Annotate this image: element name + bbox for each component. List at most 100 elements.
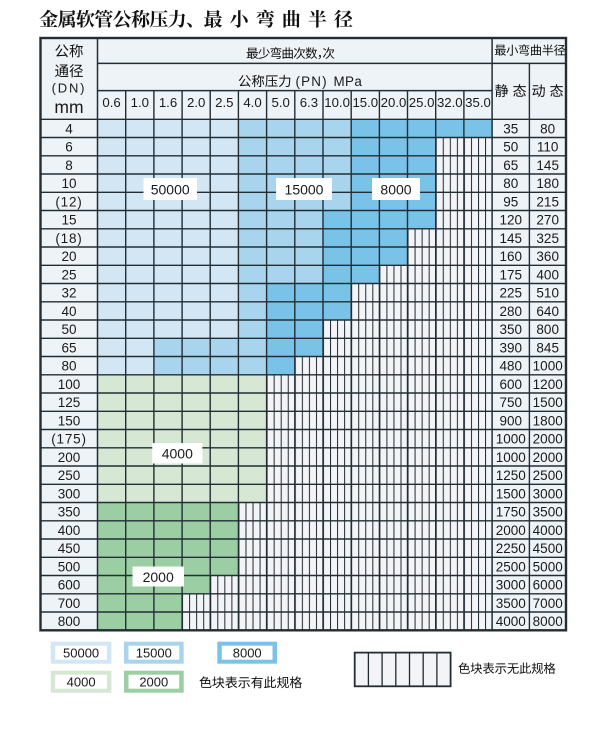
svg-text:8000: 8000 xyxy=(380,181,411,197)
svg-text:640: 640 xyxy=(536,304,559,319)
svg-text:50000: 50000 xyxy=(63,645,99,660)
svg-text:1750: 1750 xyxy=(496,505,526,520)
svg-text:8000: 8000 xyxy=(533,614,563,629)
svg-text:(18): (18) xyxy=(55,231,82,246)
svg-text:2250: 2250 xyxy=(496,541,526,556)
svg-text:4000: 4000 xyxy=(162,446,193,462)
svg-text:(12): (12) xyxy=(55,194,82,209)
svg-text:120: 120 xyxy=(500,213,523,228)
svg-text:400: 400 xyxy=(58,523,81,538)
svg-text:2000: 2000 xyxy=(143,569,174,585)
svg-text:350: 350 xyxy=(58,505,81,520)
svg-text:6000: 6000 xyxy=(533,578,563,593)
svg-text:80: 80 xyxy=(540,121,555,136)
svg-text:50000: 50000 xyxy=(151,181,190,197)
svg-text:65: 65 xyxy=(61,340,76,355)
svg-text:215: 215 xyxy=(536,194,559,209)
svg-text:480: 480 xyxy=(500,359,523,374)
svg-text:50: 50 xyxy=(503,140,518,155)
svg-text:3000: 3000 xyxy=(533,486,563,501)
svg-text:1800: 1800 xyxy=(533,413,563,428)
svg-text:6.3: 6.3 xyxy=(300,95,318,110)
svg-text:4500: 4500 xyxy=(533,541,563,556)
svg-text:1000: 1000 xyxy=(533,359,563,374)
svg-text:32: 32 xyxy=(61,286,76,301)
svg-text:600: 600 xyxy=(500,377,523,392)
svg-text:5.0: 5.0 xyxy=(272,95,290,110)
svg-text:800: 800 xyxy=(536,322,559,337)
svg-text:20.0: 20.0 xyxy=(381,95,407,110)
svg-text:270: 270 xyxy=(536,213,559,228)
svg-text:20: 20 xyxy=(61,249,76,264)
svg-text:450: 450 xyxy=(58,541,81,556)
svg-text:2000: 2000 xyxy=(139,674,168,689)
svg-text:2.0: 2.0 xyxy=(187,95,205,110)
svg-text:3500: 3500 xyxy=(496,596,526,611)
svg-text:4000: 4000 xyxy=(496,614,526,629)
svg-text:845: 845 xyxy=(536,340,559,355)
svg-text:110: 110 xyxy=(537,140,559,155)
svg-text:1.0: 1.0 xyxy=(131,95,149,110)
svg-text:900: 900 xyxy=(500,413,523,428)
svg-text:390: 390 xyxy=(500,340,523,355)
svg-text:400: 400 xyxy=(536,267,559,282)
svg-text:225: 225 xyxy=(500,286,523,301)
svg-text:4: 4 xyxy=(65,121,73,136)
svg-text:10.0: 10.0 xyxy=(324,95,350,110)
svg-text:65: 65 xyxy=(503,158,518,173)
svg-text:150: 150 xyxy=(58,413,81,428)
svg-text:2000: 2000 xyxy=(533,432,563,447)
svg-text:25: 25 xyxy=(61,267,76,282)
svg-text:145: 145 xyxy=(500,231,523,246)
svg-text:175: 175 xyxy=(500,267,523,282)
svg-text:100: 100 xyxy=(58,377,81,392)
svg-text:95: 95 xyxy=(503,194,518,209)
svg-text:6: 6 xyxy=(65,140,73,155)
svg-text:800: 800 xyxy=(58,614,81,629)
svg-text:1.6: 1.6 xyxy=(159,95,177,110)
svg-text:32.0: 32.0 xyxy=(437,95,463,110)
svg-text:360: 360 xyxy=(536,249,559,264)
svg-text:1250: 1250 xyxy=(496,468,526,483)
svg-text:1500: 1500 xyxy=(533,395,563,410)
svg-text:180: 180 xyxy=(536,176,559,191)
svg-text:2.5: 2.5 xyxy=(215,95,233,110)
svg-text:MPa: MPa xyxy=(334,74,363,89)
svg-text:15.0: 15.0 xyxy=(352,95,378,110)
svg-text:15000: 15000 xyxy=(136,645,172,660)
svg-text:1000: 1000 xyxy=(496,432,526,447)
svg-text:600: 600 xyxy=(58,578,81,593)
svg-text:(PN): (PN) xyxy=(296,74,328,89)
svg-text:(175): (175) xyxy=(51,432,87,447)
svg-text:35: 35 xyxy=(503,121,518,136)
svg-text:(DN): (DN) xyxy=(52,80,87,95)
svg-text:10: 10 xyxy=(61,176,76,191)
svg-text:200: 200 xyxy=(58,450,81,465)
svg-text:2000: 2000 xyxy=(533,450,563,465)
svg-text:2500: 2500 xyxy=(496,559,526,574)
svg-text:250: 250 xyxy=(58,468,81,483)
svg-text:280: 280 xyxy=(500,304,523,319)
svg-text:4.0: 4.0 xyxy=(243,95,261,110)
svg-text:510: 510 xyxy=(536,286,559,301)
svg-text:125: 125 xyxy=(58,395,81,410)
svg-text:15000: 15000 xyxy=(285,181,324,197)
svg-text:4000: 4000 xyxy=(67,674,96,689)
svg-text:1200: 1200 xyxy=(533,377,563,392)
svg-text:325: 325 xyxy=(536,231,559,246)
svg-text:3500: 3500 xyxy=(533,505,563,520)
svg-text:35.0: 35.0 xyxy=(465,95,491,110)
svg-text:300: 300 xyxy=(58,486,81,501)
svg-text:750: 750 xyxy=(500,395,523,410)
svg-text:700: 700 xyxy=(58,596,81,611)
svg-text:50: 50 xyxy=(61,322,76,337)
svg-text:mm: mm xyxy=(54,97,83,117)
svg-text:40: 40 xyxy=(61,304,76,319)
svg-text:8: 8 xyxy=(65,158,73,173)
svg-text:15: 15 xyxy=(61,213,76,228)
svg-text:3000: 3000 xyxy=(496,578,526,593)
svg-text:1500: 1500 xyxy=(496,486,526,501)
svg-text:4000: 4000 xyxy=(533,523,563,538)
svg-text:0.6: 0.6 xyxy=(102,95,120,110)
svg-text:80: 80 xyxy=(503,176,518,191)
